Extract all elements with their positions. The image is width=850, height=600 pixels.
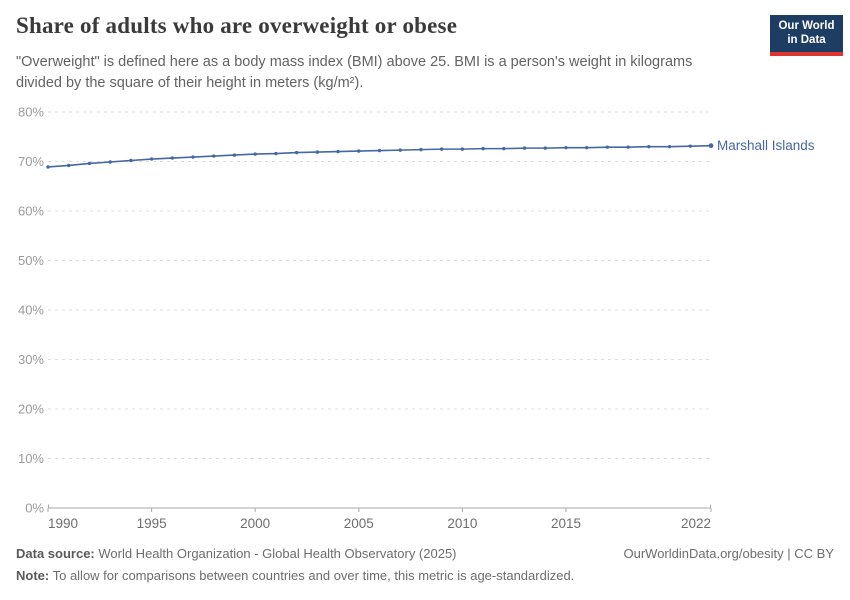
x-tick-label[interactable]: 2000 bbox=[240, 516, 270, 531]
chart-footer: Data source: World Health Organization -… bbox=[16, 546, 834, 585]
y-tick-label: 70% bbox=[18, 154, 44, 169]
logo-line-1: Our World bbox=[778, 20, 835, 32]
y-tick-label: 80% bbox=[18, 105, 44, 120]
chart-subtitle: "Overweight" is defined here as a body m… bbox=[16, 54, 693, 92]
data-source-text: World Health Organization - Global Healt… bbox=[94, 546, 457, 561]
entity-label-marshall-islands[interactable]: Marshall Islands bbox=[717, 138, 815, 153]
x-tick-label[interactable]: 2010 bbox=[447, 516, 477, 531]
data-point[interactable] bbox=[398, 148, 402, 152]
data-point[interactable] bbox=[129, 158, 133, 163]
note-label: Note: bbox=[16, 567, 50, 583]
x-tick-label[interactable]: 2022 bbox=[681, 516, 711, 531]
y-tick-label: 40% bbox=[18, 303, 44, 318]
data-point[interactable] bbox=[212, 154, 216, 158]
y-tick-label: 30% bbox=[18, 352, 44, 367]
data-point[interactable] bbox=[357, 149, 361, 153]
data-point[interactable] bbox=[149, 157, 154, 161]
data-point[interactable] bbox=[87, 161, 92, 166]
series-line-marshall-islands[interactable] bbox=[47, 144, 712, 168]
data-point[interactable] bbox=[460, 147, 465, 151]
data-point[interactable] bbox=[419, 147, 423, 152]
data-source-label: Data source: bbox=[16, 546, 95, 561]
data-point[interactable] bbox=[377, 148, 382, 153]
data-point[interactable] bbox=[481, 146, 485, 151]
logo-line-2: in Data bbox=[787, 33, 826, 46]
y-tick-label: 50% bbox=[18, 253, 44, 268]
data-point[interactable] bbox=[626, 145, 630, 149]
data-source-line: Data source: World Health Organization -… bbox=[16, 546, 457, 563]
data-point[interactable] bbox=[688, 144, 692, 148]
data-point[interactable] bbox=[584, 145, 589, 150]
data-point[interactable] bbox=[605, 145, 610, 149]
x-tick-label[interactable]: 2005 bbox=[344, 516, 374, 531]
data-point[interactable] bbox=[170, 156, 175, 160]
y-tick-label: 10% bbox=[18, 451, 44, 466]
data-point[interactable] bbox=[522, 146, 527, 150]
line-chart[interactable]: 0% 10% 20% 30% 40% 50% 60% 70% 80% 1990 1995 2000 20… bbox=[0, 100, 850, 545]
y-tick-label: 0% bbox=[25, 501, 44, 516]
x-tick-label[interactable]: 2015 bbox=[551, 516, 581, 531]
license-link[interactable]: OurWorldinData.org/obesity | CC BY bbox=[623, 546, 835, 561]
data-point[interactable] bbox=[336, 149, 340, 154]
data-point[interactable] bbox=[439, 147, 444, 151]
data-point[interactable] bbox=[564, 145, 568, 150]
data-point[interactable] bbox=[502, 146, 506, 151]
data-point[interactable] bbox=[315, 150, 320, 154]
data-point[interactable] bbox=[708, 143, 714, 149]
y-tick-label: 60% bbox=[18, 204, 44, 219]
page-title: Share of adults who are overweight or ob… bbox=[16, 13, 458, 38]
data-point[interactable] bbox=[232, 153, 237, 157]
data-point[interactable] bbox=[294, 150, 299, 155]
y-tick-label: 20% bbox=[18, 402, 44, 417]
note-text: To allow for comparisons between countri… bbox=[49, 567, 575, 583]
data-point[interactable] bbox=[667, 144, 672, 149]
data-point[interactable] bbox=[543, 146, 547, 150]
data-point[interactable] bbox=[67, 163, 71, 168]
data-point[interactable] bbox=[191, 155, 195, 159]
data-point[interactable] bbox=[253, 152, 257, 156]
data-point[interactable] bbox=[46, 165, 50, 169]
x-tick-label[interactable]: 1990 bbox=[48, 516, 78, 531]
x-tick-label[interactable]: 1995 bbox=[137, 516, 167, 531]
owid-logo[interactable]: Our World in Data bbox=[770, 15, 843, 56]
data-point[interactable] bbox=[274, 151, 278, 156]
note-line: Note: To allow for comparisons between c… bbox=[16, 568, 834, 585]
data-point[interactable] bbox=[108, 160, 112, 164]
data-point[interactable] bbox=[647, 144, 651, 149]
